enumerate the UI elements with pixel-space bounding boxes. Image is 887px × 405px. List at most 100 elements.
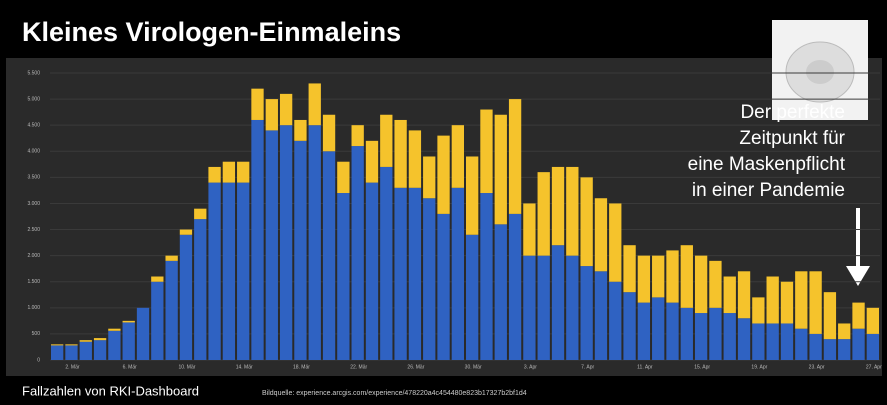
bar-segment: [780, 281, 794, 324]
bar-segment: [551, 245, 565, 360]
bar-segment: [251, 88, 264, 120]
bar-segment: [308, 83, 321, 126]
bar-segment: [79, 341, 92, 360]
x-tick-label: 19. Apr: [751, 364, 767, 370]
bar-segment: [380, 166, 393, 360]
bar-segment: [752, 323, 765, 360]
bar-segment: [208, 182, 221, 360]
bar-segment: [294, 119, 307, 141]
y-tick-label: 2.000: [27, 253, 40, 259]
bar-segment: [108, 330, 121, 360]
bar-segment: [437, 135, 450, 214]
bar-segment: [523, 203, 536, 256]
bar-segment: [594, 198, 608, 272]
bar-segment: [637, 255, 651, 303]
bar-segment: [609, 281, 622, 360]
bar-segment: [852, 328, 865, 360]
bar-segment: [237, 182, 250, 360]
bar-segment: [337, 193, 350, 360]
annotation: Der perfekte: [740, 102, 845, 123]
x-tick-label: 2. Mär: [65, 364, 80, 370]
bar-segment: [194, 219, 207, 360]
x-tick-label: 30. Mär: [465, 364, 482, 370]
bar-segment: [537, 255, 550, 360]
bar-segment: [680, 307, 693, 360]
bar-segment: [652, 255, 665, 298]
bar-segment: [222, 161, 236, 183]
bar-segment: [394, 187, 407, 360]
bar-segment: [451, 187, 464, 360]
bar-segment: [279, 125, 293, 360]
bar-segment: [823, 292, 837, 340]
bar-segment: [179, 229, 193, 235]
bar-segment: [838, 323, 851, 340]
x-tick-label: 10. Mär: [178, 364, 195, 370]
y-tick-label: 3.500: [27, 175, 40, 181]
bar-segment: [838, 339, 851, 360]
bar-segment: [737, 271, 751, 319]
bar-segment: [723, 276, 736, 314]
x-tick-label: 18. Mär: [293, 364, 310, 370]
x-tick-label: 27. Apr: [866, 364, 882, 370]
bar-segment: [551, 166, 565, 246]
bar-segment: [351, 146, 364, 360]
bar-segment: [51, 344, 64, 346]
bar-segment: [566, 255, 579, 360]
bar-segment: [466, 234, 479, 360]
bar-segment: [766, 276, 779, 324]
bar-segment: [237, 161, 250, 183]
bar-segment: [351, 125, 364, 147]
bar-segment: [122, 320, 135, 323]
bar-segment: [752, 297, 765, 324]
y-tick-label: 3.000: [27, 201, 40, 207]
bar-segment: [165, 260, 178, 360]
bar-segment: [666, 250, 679, 303]
y-tick-label: 5.500: [27, 70, 40, 76]
bar-segment: [65, 344, 78, 346]
bar-segment: [709, 307, 722, 360]
mask-image: [772, 20, 868, 120]
bar-segment: [780, 323, 794, 360]
x-tick-label: 6. Mär: [123, 364, 138, 370]
bar-segment: [322, 151, 336, 360]
bar-segment: [508, 213, 522, 360]
bar-segment: [508, 99, 522, 214]
y-tick-label: 1.000: [27, 305, 40, 311]
y-tick-label: 5.000: [27, 96, 40, 102]
x-tick-label: 15. Apr: [694, 364, 710, 370]
bar-segment: [208, 166, 221, 183]
x-tick-label: 26. Mär: [407, 364, 424, 370]
arrow: [846, 208, 870, 286]
bar-segment: [265, 99, 278, 131]
bar-segment: [423, 198, 436, 360]
bar-segment: [609, 203, 622, 282]
bar-segment: [523, 255, 536, 360]
bar-segment: [494, 114, 507, 225]
y-tick-label: 4.500: [27, 123, 40, 129]
source: Bildquelle: experience.arcgis.com/experi…: [262, 390, 527, 397]
bar-segment: [322, 114, 336, 152]
x-tick-label: 11. Apr: [637, 364, 653, 370]
bar-segment: [795, 271, 808, 329]
bar-segment: [51, 345, 64, 360]
bar-segment: [265, 130, 278, 360]
bar-segment: [93, 338, 107, 341]
annotation: eine Maskenpflicht: [688, 154, 846, 175]
bar-segment: [423, 156, 436, 199]
bar-segment: [165, 255, 178, 261]
bar-segment: [93, 340, 107, 360]
bar-segment: [809, 333, 822, 360]
bar-segment: [179, 234, 193, 360]
bar-segment: [680, 245, 693, 308]
bar-segment: [108, 328, 121, 331]
bar-segment: [723, 313, 736, 360]
bar-segment: [866, 333, 879, 360]
annotation: Zeitpunkt für: [739, 128, 845, 149]
bar-segment: [294, 140, 307, 360]
x-tick-label: 23. Apr: [809, 364, 825, 370]
bar-segment: [466, 156, 479, 235]
bar-segment: [151, 281, 164, 360]
bar-segment: [337, 161, 350, 194]
bar-segment: [451, 125, 464, 188]
bar-segment: [65, 345, 78, 360]
